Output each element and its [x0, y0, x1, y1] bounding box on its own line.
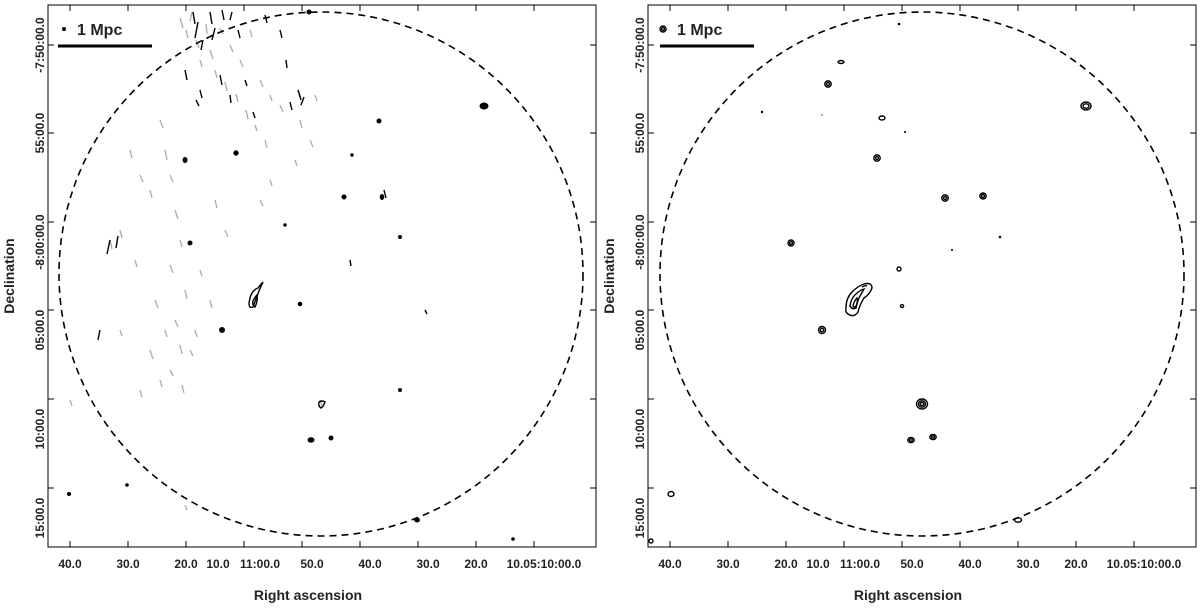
radio-map-left-svg: 1 Mpc 40.0 30.0 20.0 10.0 11:00.0 50.0 4… — [1, 4, 597, 603]
x-tick-label: 10.05:10:00.0 — [1107, 557, 1182, 571]
central-extended-source — [845, 282, 873, 317]
x-tick-label: 20.0 — [774, 557, 798, 571]
plot-frame — [47, 4, 597, 548]
y-axis-title: Declination — [1, 238, 17, 313]
scale-bar: 1 Mpc — [58, 22, 152, 48]
y-tick-label: 10:00.0 — [633, 408, 647, 449]
faint-sources — [760, 22, 1002, 251]
x-axis-title: Right ascension — [854, 587, 962, 603]
scale-bar: 1 Mpc — [660, 22, 754, 48]
y-tick-label: 05:00.0 — [33, 309, 47, 350]
x-tick-label: 11:00.0 — [240, 557, 280, 571]
y-tick-label: -8:00:00.0 — [633, 214, 647, 270]
compact-sources — [67, 9, 515, 541]
y-tick-label: -7:50:00.0 — [33, 17, 47, 73]
scale-bar-label: 1 Mpc — [77, 22, 122, 39]
radio-map-panel-left: 1 Mpc 40.0 30.0 20.0 10.0 11:00.0 50.0 4… — [0, 0, 600, 608]
y-tick-label: 15:00.0 — [633, 497, 647, 538]
radio-map-right-svg: 1 Mpc 40.0 30.0 20.0 10.0 11:00.0 50.0 4… — [601, 4, 1197, 603]
x-tick-label: 50.0 — [900, 557, 924, 571]
x-tick-label: 40.0 — [58, 557, 82, 571]
y-axis-title: Declination — [601, 238, 617, 313]
axis-ticks — [648, 5, 1196, 547]
x-tick-label: 40.0 — [358, 557, 382, 571]
x-tick-label: 20.0 — [464, 557, 488, 571]
y-tick-labels: -7:50:00.0 55:00.0 -8:00:00.0 05:00.0 10… — [633, 17, 647, 538]
x-tick-labels: 40.0 30.0 20.0 10.0 11:00.0 50.0 40.0 30… — [58, 557, 581, 571]
x-tick-label: 10.0 — [206, 557, 230, 571]
y-tick-label: 55:00.0 — [33, 112, 47, 153]
x-tick-label: 20.0 — [174, 557, 198, 571]
axis-ticks — [48, 5, 596, 547]
x-tick-label: 50.0 — [300, 557, 324, 571]
compact-sources — [648, 25, 1092, 544]
beam-marker — [62, 27, 66, 31]
central-extended-source — [248, 281, 326, 409]
x-tick-label: 11:00.0 — [840, 557, 880, 571]
field-of-view-circle — [659, 11, 1185, 537]
x-axis-title: Right ascension — [254, 587, 362, 603]
plot-frame — [647, 4, 1197, 548]
y-tick-label: -7:50:00.0 — [633, 17, 647, 73]
x-tick-label: 30.0 — [1016, 557, 1040, 571]
y-tick-label: 55:00.0 — [633, 112, 647, 153]
scale-bar-label: 1 Mpc — [677, 22, 722, 39]
x-tick-label: 30.0 — [416, 557, 440, 571]
negative-contours — [69, 11, 323, 511]
positive-contours — [97, 9, 428, 341]
x-tick-label: 10.0 — [806, 557, 830, 571]
y-tick-labels: -7:50:00.0 55:00.0 -8:00:00.0 05:00.0 10… — [33, 17, 47, 538]
x-tick-label: 30.0 — [116, 557, 140, 571]
x-tick-labels: 40.0 30.0 20.0 10.0 11:00.0 50.0 40.0 30… — [658, 557, 1181, 571]
field-of-view-circle — [58, 11, 584, 537]
x-tick-label: 20.0 — [1064, 557, 1088, 571]
y-tick-label: 05:00.0 — [633, 309, 647, 350]
negative-contours — [820, 113, 824, 117]
y-tick-label: 10:00.0 — [33, 408, 47, 449]
x-tick-label: 40.0 — [658, 557, 682, 571]
x-tick-label: 40.0 — [958, 557, 982, 571]
radio-map-panel-right: 1 Mpc 40.0 30.0 20.0 10.0 11:00.0 50.0 4… — [600, 0, 1200, 608]
x-tick-label: 30.0 — [716, 557, 740, 571]
y-tick-label: 15:00.0 — [33, 497, 47, 538]
y-tick-label: -8:00:00.0 — [33, 214, 47, 270]
x-tick-label: 10.05:10:00.0 — [507, 557, 582, 571]
